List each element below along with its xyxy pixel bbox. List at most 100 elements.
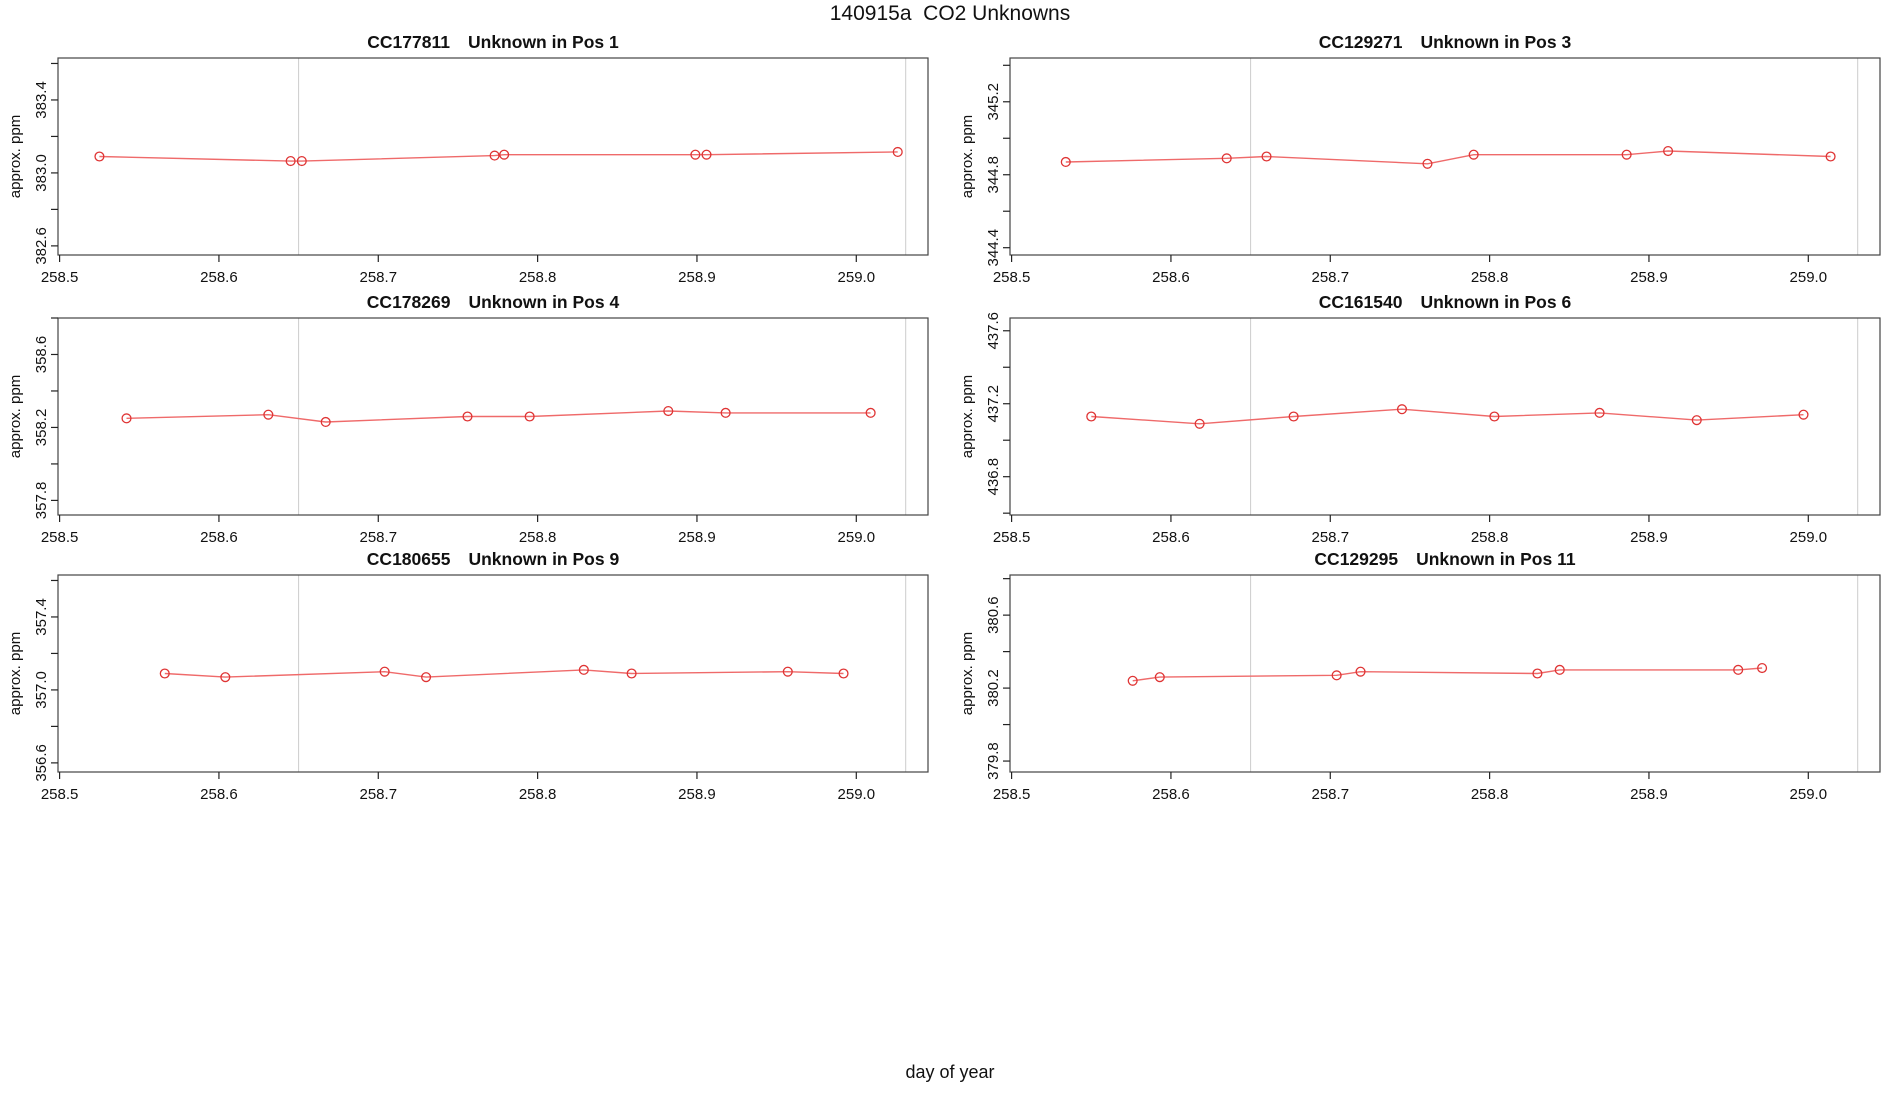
data-point xyxy=(1154,672,1165,683)
panel-title-position: Unknown in Pos 1 xyxy=(468,32,619,52)
y-tick-label: 357.4 xyxy=(33,598,50,636)
data-point xyxy=(1757,662,1768,674)
panel-CC177811: CC177811 Unknown in Pos 1 approx. ppm 258.5… xyxy=(7,32,929,286)
data-point xyxy=(1127,675,1138,686)
y-tick-label: 436.8 xyxy=(985,458,1002,496)
panel-CC180655: CC180655 Unknown in Pos 9 approx. ppm 258.5… xyxy=(7,549,929,803)
x-tick-label: 258.8 xyxy=(519,529,557,546)
y-tick-label: 382.6 xyxy=(33,227,50,265)
data-point xyxy=(626,668,637,679)
panel-title: CC178269 Unknown in Pos 4 xyxy=(367,292,620,312)
panel-title-code: CC129295 xyxy=(1314,549,1398,569)
data-point xyxy=(1060,156,1071,168)
x-tick-label: 258.9 xyxy=(678,786,716,803)
y-axis-title: approx. ppm xyxy=(959,375,976,458)
data-point xyxy=(1396,404,1408,415)
x-tick-label: 258.6 xyxy=(1152,529,1190,546)
data-point xyxy=(1422,158,1433,169)
panel-title: CC129271 Unknown in Pos 3 xyxy=(1319,32,1572,52)
data-point xyxy=(1086,411,1097,422)
data-point xyxy=(1261,151,1272,162)
data-point xyxy=(421,672,432,683)
x-tick-label: 258.6 xyxy=(1152,786,1190,803)
data-point xyxy=(1468,149,1479,160)
data-point xyxy=(159,668,170,679)
panel-title-code: CC161540 xyxy=(1319,292,1403,312)
x-tick-label: 259.0 xyxy=(1790,269,1828,286)
data-point xyxy=(1194,418,1205,429)
x-tick-label: 259.0 xyxy=(838,269,876,286)
x-tick-label: 258.7 xyxy=(1312,529,1350,546)
y-axis-title: approx. ppm xyxy=(7,632,24,715)
panel-title-code: CC129271 xyxy=(1319,32,1403,52)
y-tick-label: 437.2 xyxy=(985,385,1002,423)
x-tick-label: 258.9 xyxy=(1630,529,1668,546)
y-tick-label: 357.8 xyxy=(33,482,50,520)
panel-title-code: CC177811 xyxy=(367,32,450,52)
series-line xyxy=(1065,150,1831,165)
x-tick-label: 258.5 xyxy=(993,786,1031,803)
data-point xyxy=(663,405,674,417)
x-tick-label: 258.5 xyxy=(41,786,79,803)
data-point xyxy=(524,411,535,422)
data-point xyxy=(1554,664,1565,675)
data-point xyxy=(1355,666,1366,677)
data-point xyxy=(263,409,274,420)
series-line xyxy=(1091,408,1804,425)
x-tick-label: 259.0 xyxy=(838,529,876,546)
data-point xyxy=(578,664,589,675)
series-line xyxy=(126,410,871,423)
x-tick-label: 258.6 xyxy=(200,269,238,286)
data-point xyxy=(489,150,500,161)
x-tick-label: 258.9 xyxy=(678,269,716,286)
data-point xyxy=(462,411,473,422)
y-axis-title: approx. ppm xyxy=(959,115,976,198)
data-point xyxy=(1331,670,1342,681)
panel-border xyxy=(1009,574,1881,773)
data-point xyxy=(121,413,132,424)
x-tick-label: 258.7 xyxy=(360,529,398,546)
y-tick-label: 379.8 xyxy=(985,742,1002,780)
data-point xyxy=(892,146,903,157)
x-tick-label: 258.8 xyxy=(1471,269,1509,286)
x-tick-label: 258.9 xyxy=(1630,269,1668,286)
x-tick-label: 258.5 xyxy=(41,269,79,286)
x-tick-label: 258.9 xyxy=(1630,786,1668,803)
data-point xyxy=(320,416,331,428)
data-point xyxy=(838,668,849,679)
data-point xyxy=(701,149,712,160)
x-tick-label: 258.7 xyxy=(1312,786,1350,803)
y-tick-label: 358.6 xyxy=(33,336,50,374)
x-axis-label: day of year xyxy=(905,1062,995,1082)
y-tick-label: 437.6 xyxy=(985,312,1002,350)
panel-border xyxy=(1009,57,1881,256)
x-tick-label: 258.8 xyxy=(1471,786,1509,803)
panel-title-position: Unknown in Pos 4 xyxy=(468,292,619,312)
x-tick-label: 258.6 xyxy=(200,529,238,546)
x-tick-label: 258.9 xyxy=(678,529,716,546)
panel-title-position: Unknown in Pos 3 xyxy=(1420,32,1571,52)
panel-title: CC180655 Unknown in Pos 9 xyxy=(367,549,620,569)
x-tick-label: 258.8 xyxy=(1471,529,1509,546)
y-tick-label: 345.2 xyxy=(985,83,1002,121)
panel-border xyxy=(57,57,929,256)
y-tick-label: 344.4 xyxy=(985,229,1002,267)
panel-title-code: CC178269 xyxy=(367,292,451,312)
x-tick-label: 258.7 xyxy=(360,786,398,803)
panel-border xyxy=(1009,317,1881,516)
panel-title: CC177811 Unknown in Pos 1 xyxy=(367,32,619,52)
panel-title-position: Unknown in Pos 9 xyxy=(468,549,619,569)
data-point xyxy=(1489,411,1500,422)
x-tick-label: 259.0 xyxy=(1790,529,1828,546)
y-tick-label: 358.2 xyxy=(33,409,50,447)
panel-CC129271: CC129271 Unknown in Pos 3 approx. ppm 258.5… xyxy=(959,32,1881,286)
data-point xyxy=(1594,407,1605,418)
y-tick-label: 357.0 xyxy=(33,671,50,709)
x-tick-label: 258.5 xyxy=(41,529,79,546)
data-point xyxy=(1691,415,1702,426)
x-tick-label: 258.8 xyxy=(519,269,557,286)
data-point xyxy=(1221,153,1232,164)
y-axis-title: approx. ppm xyxy=(959,632,976,715)
